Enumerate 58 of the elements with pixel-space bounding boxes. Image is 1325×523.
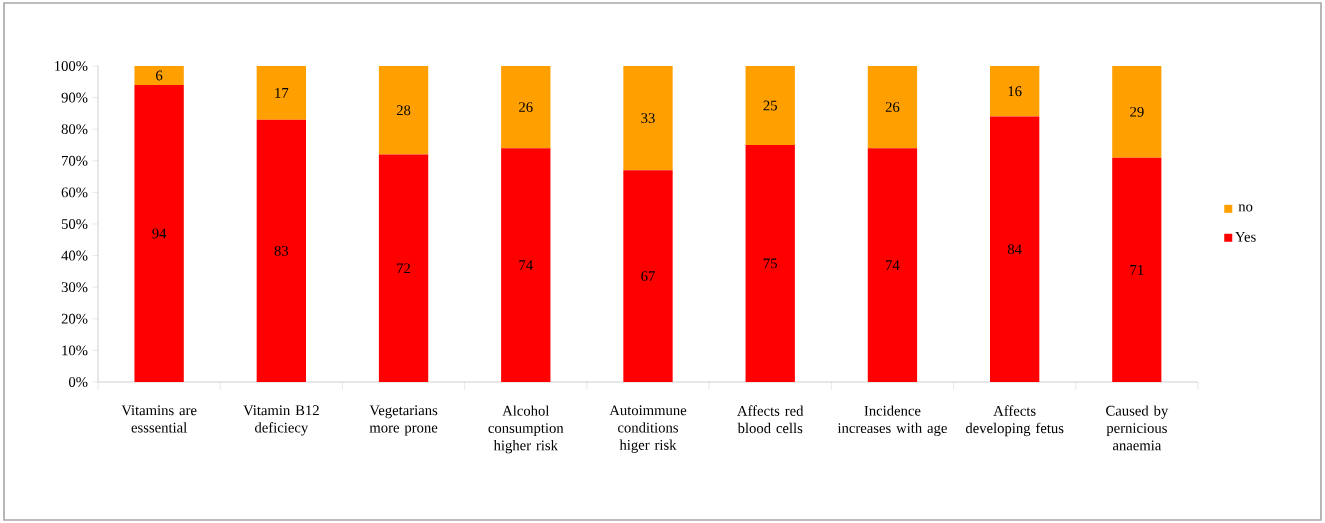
data-label: 84 bbox=[1007, 244, 1022, 255]
x-tick-label: Vitamin B12 deficiecy bbox=[243, 405, 319, 436]
data-label: 28 bbox=[396, 105, 411, 116]
legend-label: Yes bbox=[1235, 231, 1256, 242]
y-tick-label: 50% bbox=[61, 219, 88, 229]
bar bbox=[623, 170, 673, 382]
y-tick-label: 10% bbox=[62, 345, 88, 356]
bar bbox=[1112, 157, 1162, 382]
bar bbox=[378, 154, 429, 382]
data-label: 71 bbox=[1130, 264, 1144, 275]
bar bbox=[134, 65, 184, 85]
y-tick-label: 100% bbox=[55, 61, 88, 71]
data-label: 25 bbox=[763, 100, 777, 111]
x-tick-label: Vitamins are esssential bbox=[121, 405, 197, 433]
bar bbox=[623, 65, 673, 171]
legend-label: no bbox=[1238, 204, 1253, 212]
bar bbox=[378, 65, 429, 155]
data-label: 72 bbox=[397, 263, 411, 274]
bar bbox=[867, 65, 918, 149]
data-label: 17 bbox=[275, 88, 289, 98]
x-tick-label: Vegetarians more prone bbox=[369, 405, 438, 436]
y-tick-label: 0% bbox=[68, 377, 88, 387]
y-tick-label: 40% bbox=[61, 250, 88, 261]
data-label: 26 bbox=[519, 102, 533, 112]
bar bbox=[256, 119, 307, 382]
x-tick-label: Autoimmune conditions higer risk bbox=[609, 405, 687, 453]
bar bbox=[989, 116, 1040, 382]
y-tick-label: 30% bbox=[61, 282, 88, 293]
bar bbox=[256, 65, 307, 120]
y-tick-label: 80% bbox=[61, 124, 88, 135]
x-tick-label: Incidence increases with age bbox=[837, 405, 947, 437]
data-label: 74 bbox=[519, 260, 533, 270]
bar bbox=[501, 148, 551, 382]
data-label: 26 bbox=[885, 102, 900, 112]
data-label: 83 bbox=[274, 245, 289, 256]
bar bbox=[745, 144, 795, 382]
bar bbox=[989, 65, 1040, 117]
bar bbox=[134, 84, 184, 382]
y-tick-label: 70% bbox=[62, 155, 88, 166]
data-label: 6 bbox=[156, 70, 163, 81]
bar bbox=[867, 148, 918, 382]
x-tick-label: Affects developing fetus bbox=[965, 405, 1064, 437]
data-label: 33 bbox=[641, 113, 655, 124]
data-label: 67 bbox=[641, 271, 655, 282]
data-label: 16 bbox=[1008, 86, 1022, 97]
x-tick-label: Caused by pernicious anaemia bbox=[1106, 405, 1169, 451]
data-label: 94 bbox=[152, 228, 167, 239]
bar bbox=[1112, 65, 1162, 158]
data-label: 75 bbox=[763, 258, 777, 269]
bar bbox=[745, 65, 795, 145]
bar bbox=[501, 65, 551, 149]
y-tick-label: 60% bbox=[61, 187, 88, 198]
data-label: 29 bbox=[1130, 106, 1144, 117]
data-label: 74 bbox=[886, 260, 900, 270]
x-tick-label: Affects red blood cells bbox=[737, 405, 804, 434]
x-tick-label: Alcohol consumption higher risk bbox=[488, 405, 564, 454]
y-tick-label: 90% bbox=[61, 92, 88, 103]
y-tick-label: 20% bbox=[61, 313, 88, 324]
